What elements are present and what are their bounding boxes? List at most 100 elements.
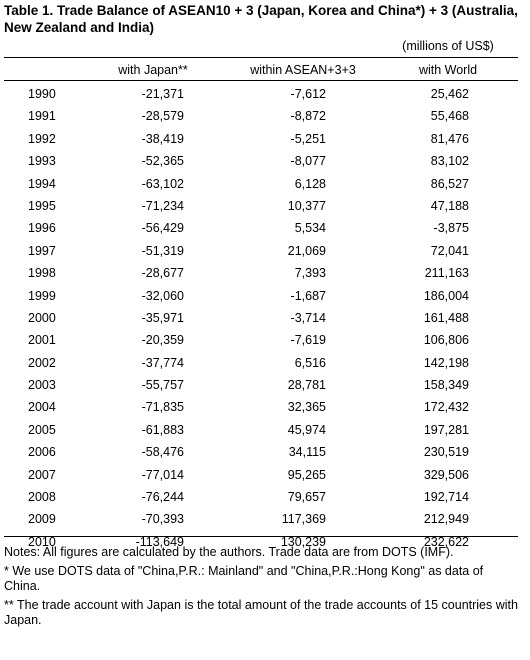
cell-asean: 28,781: [287, 378, 326, 393]
table-title: Table 1. Trade Balance of ASEAN10 + 3 (J…: [4, 3, 518, 35]
cell-world: 47,188: [430, 198, 469, 213]
cell-world: 212,949: [423, 512, 469, 527]
table-row: 1991 -28,579 -8,872 55,468: [0, 105, 530, 127]
cell-japan: -35,971: [141, 310, 184, 325]
cell-world: 25,462: [430, 87, 469, 101]
cell-japan: -76,244: [141, 490, 184, 505]
table-row: 1996 -56,429 5,534 -3,875: [0, 217, 530, 239]
cell-japan: -20,359: [141, 333, 184, 348]
cell-world: 197,281: [423, 422, 469, 437]
cell-year: 2004: [28, 400, 56, 415]
table-row: 1999 -32,060 -1,687 186,004: [0, 285, 530, 307]
cell-world: 211,163: [424, 266, 469, 281]
cell-year: 1999: [28, 288, 56, 303]
cell-japan: -55,757: [141, 378, 184, 393]
cell-year: 2007: [28, 467, 56, 482]
cell-asean: -5,251: [290, 131, 326, 146]
cell-year: 2010: [28, 534, 56, 549]
table-row: 1994 -63,102 6,128 86,527: [0, 173, 530, 195]
note-text: * We use DOTS data of "China,P.R.: Mainl…: [4, 563, 484, 594]
table-row: 1995 -71,234 10,377 47,188: [0, 195, 530, 217]
table-row: 2006 -58,476 34,115 230,519: [0, 441, 530, 463]
cell-asean: 117,369: [281, 512, 326, 527]
cell-japan: -71,234: [141, 198, 184, 213]
cell-world: 230,519: [423, 445, 469, 460]
cell-year: 1991: [28, 109, 56, 124]
table-header: with Japan** within ASEAN+3+3 with World: [0, 60, 530, 80]
cell-world: 172,432: [423, 400, 469, 415]
cell-japan: -38,419: [141, 131, 184, 146]
cell-asean: 130,239: [280, 534, 326, 549]
cell-japan: -63,102: [141, 176, 184, 191]
cell-year: 2009: [28, 512, 56, 527]
cell-japan: -56,429: [141, 221, 184, 236]
units-label: (millions of US$): [402, 39, 494, 53]
cell-year: 2006: [28, 445, 56, 460]
cell-asean: 6,128: [294, 176, 326, 191]
cell-year: 1998: [28, 266, 56, 281]
cell-world: 81,476: [430, 131, 469, 146]
note-text: Notes: All figures are calculated by the…: [4, 545, 454, 559]
cell-asean: 34,115: [288, 445, 326, 460]
cell-year: 2008: [28, 490, 56, 505]
cell-japan: -32,060: [141, 288, 184, 303]
table-row: 1998 -28,677 7,393 211,163: [0, 262, 530, 284]
cell-japan: -28,579: [141, 109, 184, 124]
cell-world: 83,102: [430, 154, 469, 169]
note-text: ** The trade account with Japan is the t…: [4, 597, 518, 628]
cell-year: 2003: [28, 378, 56, 393]
cell-world: 186,004: [423, 288, 469, 303]
cell-asean: 7,393: [294, 266, 326, 281]
cell-japan: -58,476: [141, 445, 184, 460]
cell-year: 1994: [28, 176, 56, 191]
cell-asean: 45,974: [287, 422, 326, 437]
cell-world: -3,875: [433, 221, 469, 236]
cell-asean: -1,687: [290, 288, 326, 303]
cell-world: 106,806: [423, 333, 469, 348]
cell-world: 142,198: [423, 355, 469, 370]
cell-japan: -71,835: [141, 400, 184, 415]
cell-asean: 6,516: [294, 355, 326, 370]
cell-year: 1996: [28, 221, 56, 236]
cell-asean: -7,612: [290, 87, 326, 101]
cell-asean: 95,265: [287, 467, 326, 482]
table-row: 2000 -35,971 -3,714 161,488: [0, 307, 530, 329]
cell-world: 192,714: [423, 490, 469, 505]
cell-year: 2001: [28, 333, 56, 348]
cell-japan: -21,371: [141, 87, 184, 101]
column-header-world: with World: [418, 63, 478, 77]
table-notes: Notes: All figures are calculated by the…: [4, 545, 522, 632]
cell-japan: -77,014: [141, 467, 184, 482]
cell-asean: -8,872: [290, 109, 326, 124]
column-header-asean: within ASEAN+3+3: [250, 63, 356, 77]
cell-asean: 5,534: [294, 221, 326, 236]
table-top-rule: [4, 57, 518, 58]
cell-japan: -61,883: [141, 422, 184, 437]
cell-year: 1990: [28, 87, 56, 101]
cell-world: 86,527: [430, 176, 469, 191]
cell-world: 55,468: [430, 109, 469, 124]
table-body: 1990 -21,371 -7,612 25,462 1991 -28,579 -8,872…: [0, 83, 530, 553]
cell-japan: -113,649: [135, 534, 184, 549]
cell-japan: -52,365: [141, 154, 184, 169]
table-row: 1997 -51,319 21,069 72,041: [0, 240, 530, 262]
cell-year: 1992: [28, 131, 56, 146]
cell-japan: -37,774: [141, 355, 184, 370]
cell-asean: 10,377: [287, 198, 326, 213]
cell-year: 2000: [28, 310, 56, 325]
table-row: 2010 -113,649 130,239 232,622: [0, 531, 530, 553]
table-row: 2004 -71,835 32,365 172,432: [0, 396, 530, 418]
table-row: 2005 -61,883 45,974 197,281: [0, 419, 530, 441]
table-row: 2002 -37,774 6,516 142,198: [0, 352, 530, 374]
table-row: 1990 -21,371 -7,612 25,462: [0, 83, 530, 105]
cell-year: 1997: [28, 243, 56, 258]
table-row: 2008 -76,244 79,657 192,714: [0, 486, 530, 508]
table-row: 2009 -70,393 117,369 212,949: [0, 508, 530, 530]
cell-asean: 32,365: [287, 400, 326, 415]
cell-world: 329,506: [423, 467, 469, 482]
cell-japan: -70,393: [141, 512, 184, 527]
table-header-rule: [4, 80, 518, 81]
cell-asean: 79,657: [287, 490, 326, 505]
cell-year: 1995: [28, 198, 56, 213]
table-bottom-rule: [4, 536, 518, 537]
